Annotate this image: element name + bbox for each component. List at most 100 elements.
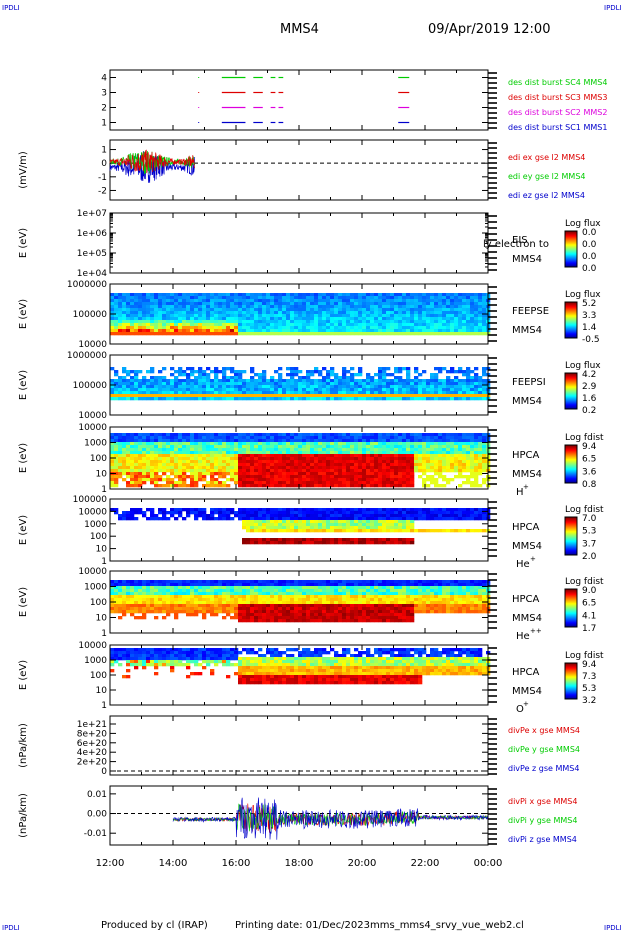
spectrogram-cell: [302, 379, 307, 383]
spectrogram-cell: [406, 317, 411, 321]
spectrogram-cell: [390, 317, 395, 321]
spectrogram-cell: [190, 439, 195, 443]
spectrogram-cell: [462, 466, 467, 470]
spectrogram-cell: [422, 460, 427, 464]
spectrogram-cell: [342, 320, 347, 324]
spectrogram-cell: [142, 448, 147, 452]
spectrogram-cell: [370, 397, 375, 401]
spectrogram-cell: [394, 385, 399, 389]
spectrogram-cell: [302, 445, 307, 449]
spectrogram-cell: [410, 511, 415, 515]
spectrogram-cell: [118, 448, 123, 452]
spectrogram-cell: [166, 308, 171, 312]
spectrogram-cell: [266, 541, 271, 545]
spectrogram-cell: [162, 466, 167, 470]
spectrogram-cell: [190, 296, 195, 300]
spectrogram-cell: [110, 445, 115, 449]
spectrogram-cell: [298, 478, 303, 482]
spectrogram-cell: [114, 433, 119, 437]
spectrogram-cell: [446, 448, 451, 452]
colorbar-band: [565, 306, 577, 308]
spectrogram-cell: [382, 305, 387, 309]
spectrogram-cell: [126, 457, 131, 461]
spectrogram-cell: [182, 373, 187, 377]
spectrogram-cell: [186, 329, 191, 333]
spectrogram-cell: [262, 454, 267, 458]
spectrogram-cell: [166, 293, 171, 297]
spectrogram-cell: [322, 463, 327, 467]
spectrogram-cell: [234, 391, 239, 395]
spectrogram-cell: [146, 439, 151, 443]
spectrogram-cell: [214, 451, 219, 455]
spectrogram-cell: [274, 299, 279, 303]
spectrogram-cell: [374, 520, 379, 524]
spectrogram-cell: [394, 394, 399, 398]
spectrogram-cell: [278, 332, 283, 336]
spectrogram-cell: [110, 442, 115, 446]
spectrogram-cell: [386, 391, 391, 395]
spectrogram-cell: [366, 382, 371, 386]
spectrogram-cell: [122, 323, 127, 327]
spectrogram-cell: [122, 517, 127, 521]
spectrogram-cell: [138, 385, 143, 389]
spectrogram-cell: [374, 508, 379, 512]
spectrogram-cell: [278, 517, 283, 521]
spectrogram-cell: [374, 379, 379, 383]
spectrogram-cell: [338, 538, 343, 542]
spectrogram-cell: [134, 326, 139, 330]
spectrogram-cell: [198, 293, 203, 297]
spectrogram-cell: [482, 326, 487, 330]
spectrogram-cell: [290, 370, 295, 374]
spectrogram-cell: [262, 442, 267, 446]
spectrogram-cell: [430, 326, 435, 330]
spectrogram-cell: [234, 448, 239, 452]
spectrogram-cell: [390, 382, 395, 386]
spectrogram-cell: [286, 457, 291, 461]
colorbar-band: [565, 264, 577, 266]
spectrogram-cell: [298, 526, 303, 530]
spectrogram-cell: [402, 520, 407, 524]
spectrogram-cell: [290, 463, 295, 467]
spectrogram-cell: [386, 517, 391, 521]
spectrogram-cell: [358, 529, 363, 533]
spectrogram-cell: [342, 367, 347, 371]
spectrogram-cell: [482, 454, 487, 458]
colorbar-band: [565, 389, 577, 391]
spectrogram-cell: [246, 523, 251, 527]
colorbar-band: [565, 382, 577, 384]
spectrogram-cell: [142, 320, 147, 324]
spectrogram-cell: [330, 454, 335, 458]
spectrogram-cell: [398, 299, 403, 303]
spectrogram-cell: [134, 308, 139, 312]
spectrogram-cell: [394, 472, 399, 476]
spectrogram-cell: [350, 323, 355, 327]
colorbar-band: [565, 479, 577, 481]
spectrogram-cell: [166, 442, 171, 446]
spectrogram-cell: [274, 538, 279, 542]
spectrogram-cell: [186, 451, 191, 455]
spectrogram-cell: [354, 442, 359, 446]
spectrogram-cell: [450, 394, 455, 398]
spectrogram-cell: [354, 520, 359, 524]
spectrogram-cell: [350, 314, 355, 318]
spectrogram-cell: [370, 484, 375, 488]
spectrogram-cell: [466, 475, 471, 479]
spectrogram-cell: [122, 382, 127, 386]
burst-dot: [198, 77, 200, 78]
spectrogram-cell: [366, 529, 371, 533]
spectrogram-cell: [478, 391, 483, 395]
spectrogram-cell: [230, 379, 235, 383]
spectrogram-cell: [394, 314, 399, 318]
spectrogram-cell: [422, 439, 427, 443]
spectrogram-cell: [474, 439, 479, 443]
spectrogram-cell: [358, 439, 363, 443]
spectrogram-cell: [222, 367, 227, 371]
spectrogram-cell: [306, 520, 311, 524]
colorbar-band: [565, 377, 577, 379]
spectrogram-cell: [194, 511, 199, 515]
spectrogram-cell: [298, 463, 303, 467]
spectrogram-cell: [298, 538, 303, 542]
spectrogram-cell: [386, 388, 391, 392]
spectrogram-cell: [334, 302, 339, 306]
spectrogram-cell: [250, 475, 255, 479]
